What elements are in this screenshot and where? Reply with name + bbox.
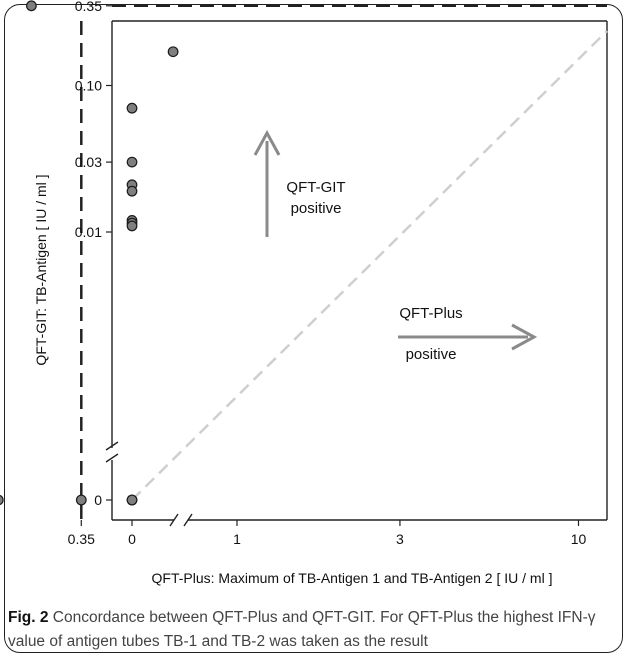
data-point [167,46,179,58]
annotation-qft-plus: QFT-Plus [399,305,462,322]
right-arrow-head [511,323,538,351]
y-tick-label: 0.35 [75,0,102,14]
annotations: QFT-GIT positive QFT-Plus positive [253,129,538,363]
up-arrow-head [253,129,281,156]
x-tick-label: 0.35 [68,531,95,547]
data-point [126,156,138,168]
y-tick-label: 0 [94,492,102,508]
y-axis-label: QFT-GIT: TB-Antigen [ IU / ml ] [33,174,49,365]
y-tick-label: 0.03 [75,154,102,170]
data-point [126,185,138,197]
identity-diagonal-line [131,30,608,501]
figure-caption: Fig. 2 Concordance between QFT-Plus and … [8,606,618,654]
annotation-qft-git: QFT-GIT [286,179,345,196]
data-point [126,102,138,114]
y-tick-label: 0.10 [75,78,102,94]
y-axis-break-mark [105,441,119,451]
x-tick-label: 10 [571,531,587,547]
data-point [126,494,138,506]
x-tick-label: 0 [128,531,136,547]
annotation-qft-git-positive: positive [291,200,342,217]
caption-text: Concordance between QFT-Plus and QFT-GIT… [8,609,596,650]
chart-axes [80,5,608,527]
data-point [25,0,37,12]
x-axis-label: QFT-Plus: Maximum of TB-Antigen 1 and TB… [152,570,553,586]
annotation-qft-plus-positive: positive [406,346,457,363]
x-axis-break-mark [183,513,193,527]
y-axis-break-mark [105,453,119,463]
caption-label: Fig. 2 [8,609,49,626]
cutoff-lines [80,4,607,520]
data-point [75,494,87,506]
data-point [0,494,4,506]
x-tick-label: 1 [233,531,241,547]
data-points [0,0,179,506]
x-tick-label: 3 [396,531,404,547]
identity-line [131,30,608,501]
data-point [126,220,138,232]
y-tick-label: 0.01 [75,224,102,240]
x-axis-break-mark [169,513,179,527]
figure-frame [4,4,623,653]
tick-labels: 00.010.030.10.35131010310.350.100.030.01… [68,0,587,547]
scatter-chart: QFT-GIT positive QFT-Plus positive 0 0.01 0.0… [0,0,608,586]
